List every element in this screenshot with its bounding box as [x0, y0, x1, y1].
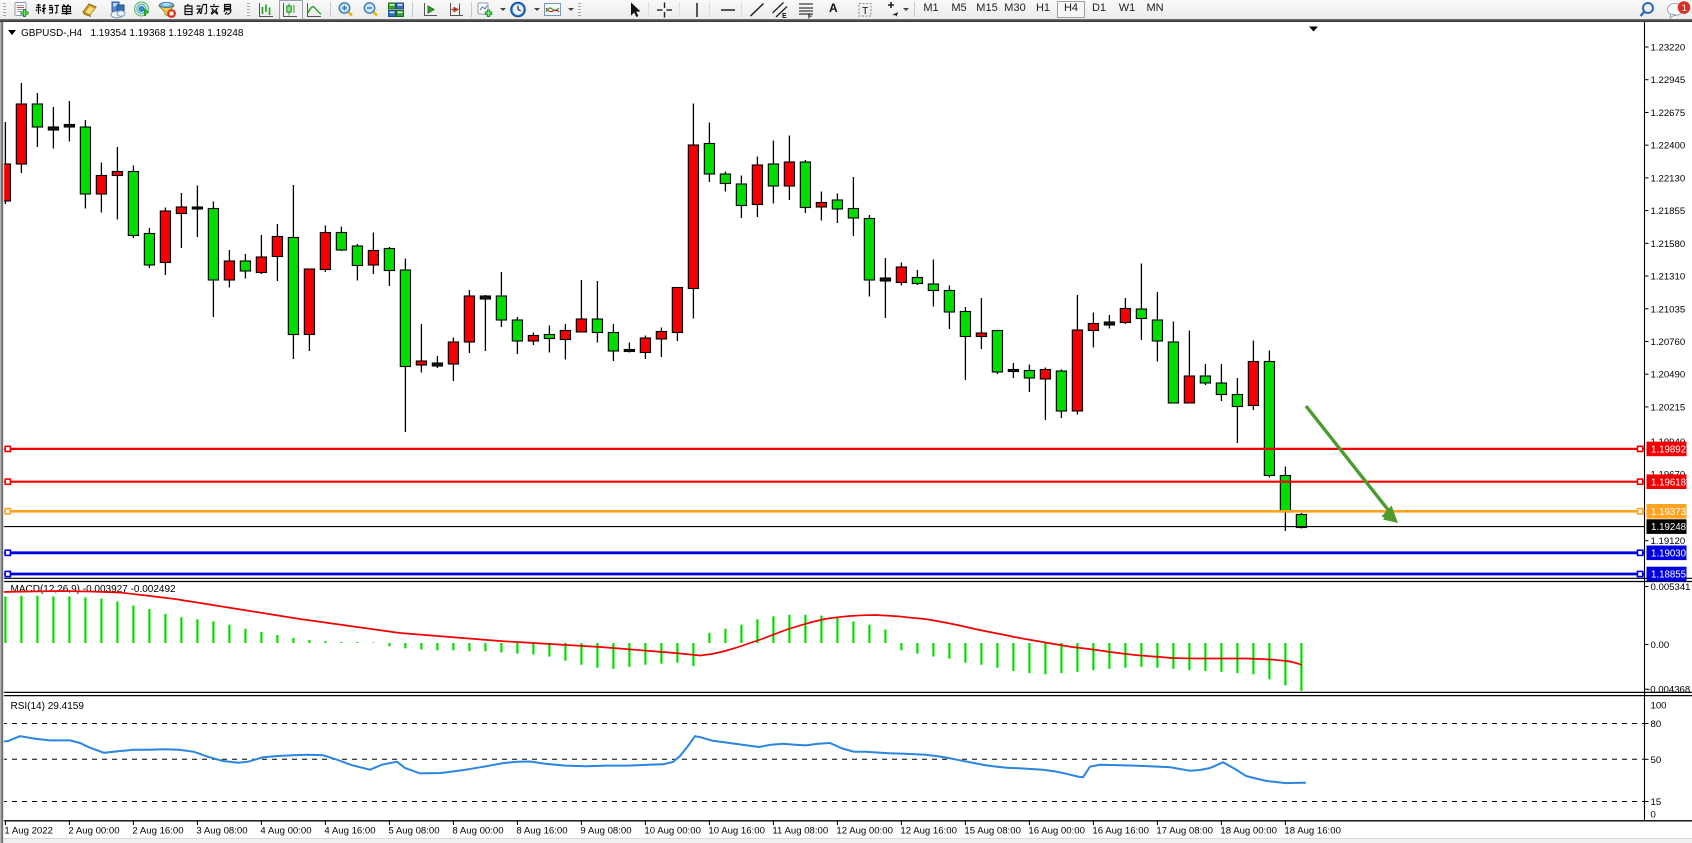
svg-text:F: F [808, 14, 813, 20]
svg-text:MACD(12,26,9) -0.003927 -0.002: MACD(12,26,9) -0.003927 -0.002492 [11, 584, 177, 595]
svg-text:0: 0 [1651, 810, 1656, 821]
svg-text:1.22400: 1.22400 [1651, 141, 1686, 152]
svg-text:1.20760: 1.20760 [1651, 337, 1686, 348]
svg-text:1.22675: 1.22675 [1651, 108, 1686, 119]
svg-text:100: 100 [1651, 700, 1667, 711]
svg-text:1.19618: 1.19618 [1651, 477, 1686, 488]
svg-text:E: E [782, 13, 787, 19]
svg-text:15: 15 [1651, 797, 1662, 808]
svg-text:GBPUSD-,H4 1.19354 1.19368 1: GBPUSD-,H4 1.19354 1.19368 1.19248 1.192… [21, 28, 244, 39]
svg-text:50: 50 [1651, 755, 1662, 766]
svg-text:1.19892: 1.19892 [1651, 445, 1686, 456]
svg-text:9 Aug 08:00: 9 Aug 08:00 [580, 826, 631, 837]
svg-text:12 Aug 00:00: 12 Aug 00:00 [836, 826, 893, 837]
svg-text:RSI(14) 29.4159: RSI(14) 29.4159 [11, 701, 85, 712]
svg-text:1.21310: 1.21310 [1651, 272, 1686, 283]
svg-text:8 Aug 00:00: 8 Aug 00:00 [452, 826, 503, 837]
svg-text:1: 1 [1682, 3, 1687, 14]
svg-text:1.19248: 1.19248 [1651, 522, 1686, 533]
svg-text:1.20490: 1.20490 [1651, 370, 1686, 381]
svg-text:0.005341: 0.005341 [1651, 582, 1691, 593]
svg-text:8 Aug 16:00: 8 Aug 16:00 [516, 826, 567, 837]
svg-text:10 Aug 16:00: 10 Aug 16:00 [708, 826, 765, 837]
svg-text:16 Aug 00:00: 16 Aug 00:00 [1028, 826, 1085, 837]
svg-text:1.20215: 1.20215 [1651, 402, 1686, 413]
svg-text:18 Aug 16:00: 18 Aug 16:00 [1284, 826, 1341, 837]
svg-text:11 Aug 08:00: 11 Aug 08:00 [772, 826, 828, 837]
svg-text:T: T [862, 5, 869, 17]
svg-text:1.21855: 1.21855 [1651, 206, 1686, 217]
svg-text:10 Aug 00:00: 10 Aug 00:00 [644, 826, 701, 837]
svg-text:80: 80 [1651, 719, 1662, 730]
svg-text:1.22130: 1.22130 [1651, 173, 1686, 184]
svg-text:3 Aug 08:00: 3 Aug 08:00 [196, 826, 247, 837]
svg-text:0.00: 0.00 [1651, 640, 1670, 651]
svg-text:5 Aug 08:00: 5 Aug 08:00 [388, 826, 439, 837]
svg-text:4 Aug 00:00: 4 Aug 00:00 [260, 826, 311, 837]
svg-text:1.21035: 1.21035 [1651, 304, 1686, 315]
svg-text:1.19030: 1.19030 [1651, 548, 1687, 559]
svg-text:1.18855: 1.18855 [1651, 570, 1686, 581]
svg-text:-0.004368: -0.004368 [1647, 685, 1690, 696]
svg-text:18 Aug 00:00: 18 Aug 00:00 [1220, 826, 1277, 837]
svg-text:1.22945: 1.22945 [1651, 75, 1686, 86]
svg-text:12 Aug 16:00: 12 Aug 16:00 [900, 826, 957, 837]
svg-text:4 Aug 16:00: 4 Aug 16:00 [324, 826, 375, 837]
svg-text:1.19120: 1.19120 [1651, 536, 1686, 547]
svg-text:17 Aug 08:00: 17 Aug 08:00 [1156, 826, 1213, 837]
svg-text:1 Aug 2022: 1 Aug 2022 [4, 826, 53, 837]
svg-text:1.23220: 1.23220 [1651, 43, 1686, 54]
svg-text:2 Aug 16:00: 2 Aug 16:00 [132, 826, 183, 837]
svg-text:2 Aug 00:00: 2 Aug 00:00 [68, 826, 119, 837]
svg-text:15 Aug 08:00: 15 Aug 08:00 [964, 826, 1021, 837]
svg-text:1.21580: 1.21580 [1651, 239, 1686, 250]
svg-text:16 Aug 16:00: 16 Aug 16:00 [1092, 826, 1149, 837]
svg-text:1.19373: 1.19373 [1651, 507, 1686, 518]
